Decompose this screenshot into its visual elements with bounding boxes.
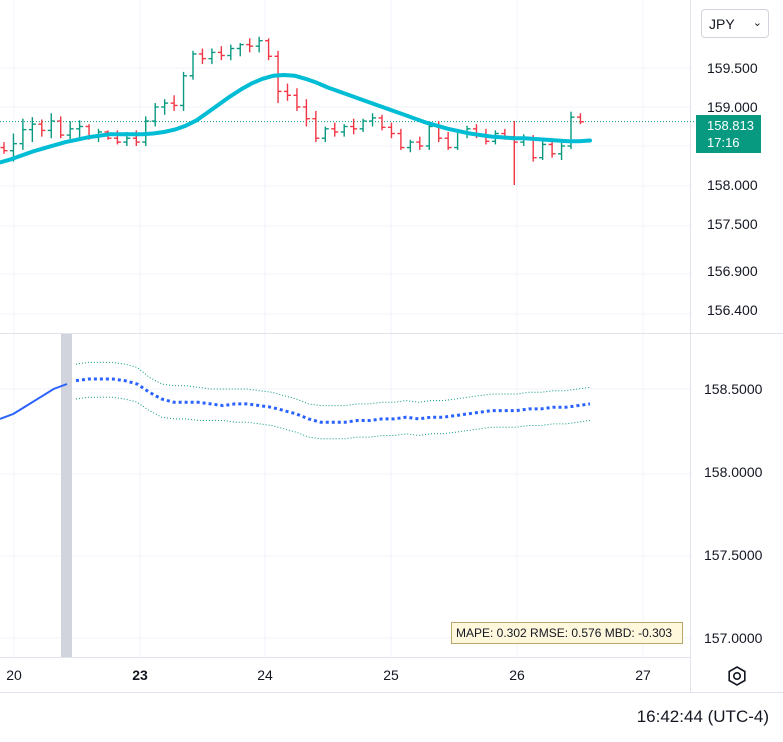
- candle: [265, 38, 273, 61]
- candle: [227, 44, 235, 61]
- candle: [255, 36, 263, 53]
- clock[interactable]: 16:42:44 (UTC-4): [636, 707, 769, 726]
- price-tick-label: 157.500: [707, 216, 758, 232]
- candle: [369, 113, 377, 127]
- forecast-upper-band: [75, 361, 591, 407]
- gear-icon[interactable]: [726, 665, 748, 687]
- candle: [558, 142, 566, 161]
- candle: [416, 136, 424, 150]
- forecast-line: [75, 377, 591, 424]
- main-price-axis: 159.500159.000158.500158.000157.500156.9…: [707, 60, 758, 318]
- candle: [397, 128, 405, 150]
- currency-selector[interactable]: JPY ⌄: [701, 9, 769, 38]
- candle: [350, 118, 358, 135]
- candle: [387, 122, 395, 139]
- forecast-tick-label: 157.5000: [704, 547, 763, 563]
- candle: [57, 116, 65, 139]
- candle: [293, 88, 301, 111]
- price-tick-label: 159.000: [707, 99, 758, 115]
- candle: [567, 111, 575, 150]
- time-tick-label: 20: [6, 667, 22, 683]
- forecast-price-axis: 158.5000 158.0000 157.5000 157.0000: [704, 381, 763, 646]
- candle: [19, 118, 27, 150]
- candle: [208, 48, 216, 65]
- metrics-text: MAPE: 0.302 RMSE: 0.576 MBD: -0.303: [456, 626, 673, 640]
- time-tick-label: 24: [257, 667, 273, 683]
- bar-countdown: 17:16: [707, 135, 740, 150]
- candle: [312, 110, 320, 143]
- candle: [406, 139, 414, 153]
- candle: [359, 118, 367, 132]
- price-tick-label: 156.400: [707, 302, 758, 318]
- currency-label: JPY: [709, 15, 735, 32]
- candles: [0, 36, 584, 185]
- time-tick-label: 26: [509, 667, 525, 683]
- candle: [76, 120, 84, 139]
- candle: [170, 95, 178, 111]
- candle: [321, 126, 329, 143]
- candle: [198, 48, 206, 65]
- candle: [151, 103, 159, 127]
- candle: [444, 131, 452, 150]
- time-tick-label: 27: [635, 667, 651, 683]
- candle: [548, 139, 556, 158]
- price-tick-label: 156.900: [707, 263, 758, 279]
- candle: [189, 50, 197, 80]
- grid-lines: [0, 0, 690, 657]
- candle: [378, 114, 386, 131]
- history-line: [0, 383, 68, 420]
- forecast-start-marker: [61, 334, 72, 657]
- candle: [576, 113, 584, 125]
- candle: [425, 122, 433, 150]
- candle: [66, 121, 74, 143]
- candle: [284, 83, 291, 101]
- candle: [38, 119, 46, 137]
- candle: [0, 142, 8, 154]
- candle: [340, 124, 348, 137]
- price-chart[interactable]: 159.500159.000158.500158.000157.500156.9…: [0, 0, 783, 692]
- candle: [302, 99, 310, 127]
- forecast-tick-label: 157.0000: [704, 630, 763, 646]
- last-price-label: 158.813 17:16: [696, 115, 761, 153]
- candle: [28, 117, 36, 143]
- candle: [539, 139, 547, 161]
- candle: [142, 116, 150, 146]
- candle: [217, 46, 225, 61]
- price-tick-label: 158.000: [707, 177, 758, 193]
- last-price-value: 158.813: [707, 118, 754, 133]
- time-tick-label: 23: [132, 667, 148, 683]
- candle: [161, 99, 169, 115]
- price-tick-label: 159.500: [707, 60, 758, 76]
- moving-average-line: [0, 73, 592, 165]
- candle: [47, 113, 55, 139]
- forecast-tick-label: 158.5000: [704, 381, 763, 397]
- forecast-metrics: MAPE: 0.302 RMSE: 0.576 MBD: -0.303: [451, 622, 683, 644]
- status-bar: 16:42:44 (UTC-4): [0, 692, 783, 742]
- time-axis: 20 23 24 25 26 27: [6, 667, 651, 683]
- forecast-lower-band: [75, 396, 591, 440]
- forecast-series: [0, 361, 591, 440]
- chevron-down-icon: ⌄: [752, 17, 762, 29]
- candle: [331, 122, 339, 137]
- candle: [246, 38, 254, 53]
- candle: [236, 43, 244, 57]
- pane-separators: [0, 0, 783, 692]
- candle: [180, 71, 188, 111]
- time-tick-label: 25: [383, 667, 399, 683]
- forecast-tick-label: 158.0000: [704, 464, 763, 480]
